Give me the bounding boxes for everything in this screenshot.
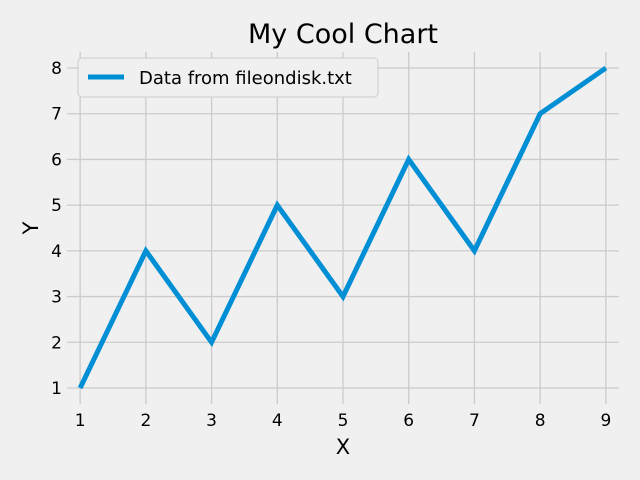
x-tick-labels: 1 2 3 4 5 6 7 8 9: [75, 411, 612, 431]
y-tick-label: 3: [51, 288, 62, 308]
series-line-0: [77, 65, 608, 390]
y-tick-label: 5: [51, 196, 62, 216]
chart-title: My Cool Chart: [248, 19, 438, 50]
series-layer: [77, 65, 608, 390]
x-tick-label: 2: [140, 411, 151, 431]
y-axis-label: Y: [19, 221, 43, 235]
x-tick-label: 6: [403, 411, 414, 431]
y-tick-label: 2: [51, 333, 62, 353]
y-tick-label: 4: [51, 242, 62, 262]
legend-entry-label: Data from fileondisk.txt: [139, 68, 352, 89]
y-tick-label: 1: [51, 379, 62, 399]
y-tick-labels: 1 2 3 4 5 6 7 8: [51, 59, 62, 399]
x-tick-label: 3: [206, 411, 217, 431]
x-axis-label: X: [336, 435, 350, 459]
x-tick-label: 9: [600, 411, 611, 431]
x-tick-label: 4: [272, 411, 283, 431]
x-tick-label: 5: [338, 411, 349, 431]
y-tick-label: 7: [51, 105, 62, 125]
y-tick-label: 6: [51, 150, 62, 170]
y-tick-label: 8: [51, 59, 62, 79]
legend-box: [77, 57, 379, 98]
x-tick-label: 8: [535, 411, 546, 431]
legend: Data from fileondisk.txt: [77, 57, 379, 98]
x-tick-label: 7: [469, 411, 480, 431]
grid: [67, 52, 619, 404]
x-tick-label: 1: [75, 411, 86, 431]
